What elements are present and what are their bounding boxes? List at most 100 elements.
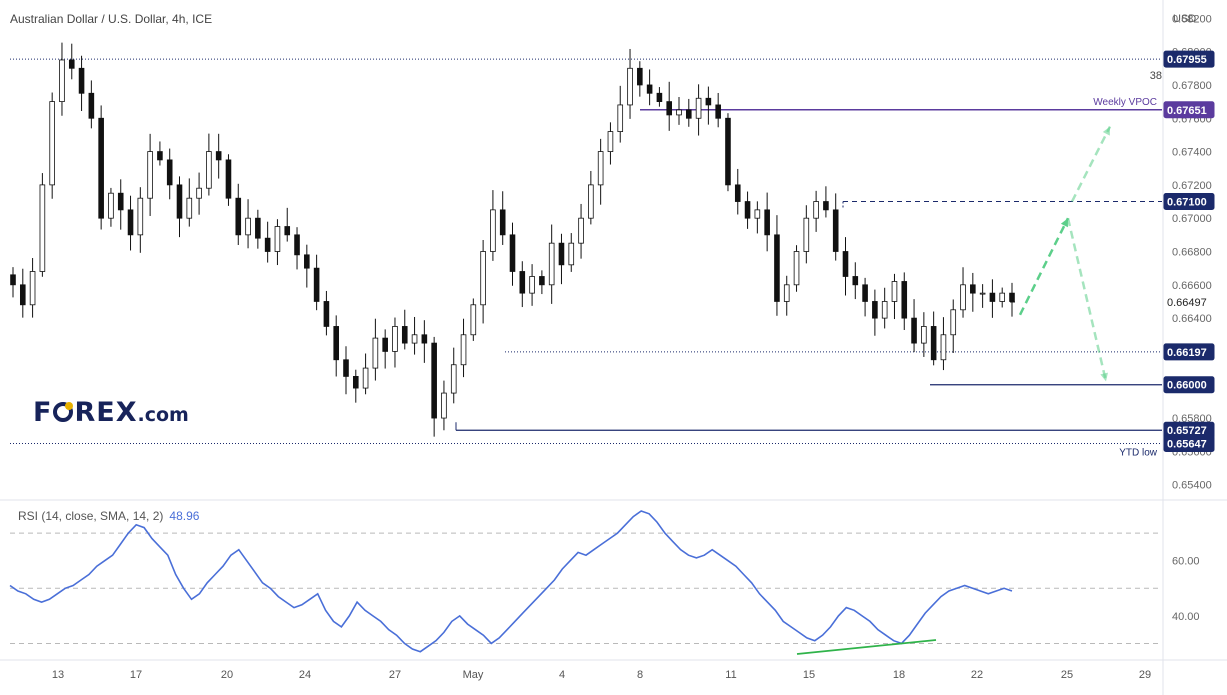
- price-tag-label: 0.67955: [1167, 54, 1207, 66]
- candle-body: [401, 326, 408, 344]
- price-tick-label: 0.66400: [1172, 313, 1212, 325]
- logo-o-icon: [53, 402, 74, 422]
- candle-body: [235, 197, 242, 236]
- candle-body: [617, 104, 624, 132]
- candle-body: [548, 242, 555, 286]
- candle-body: [68, 59, 75, 69]
- candle-body: [264, 237, 271, 252]
- candle-body: [930, 326, 937, 361]
- candle-body: [421, 334, 428, 344]
- candle-body: [725, 117, 731, 186]
- ytd-low-label: YTD low: [1119, 448, 1158, 459]
- candle-body: [539, 276, 545, 286]
- candle-body: [960, 284, 966, 311]
- candle-body: [832, 209, 839, 252]
- candle-body: [509, 234, 516, 272]
- level-38-label: 38: [1150, 70, 1162, 82]
- price-tag: [1163, 435, 1215, 453]
- candle-body: [186, 197, 193, 219]
- time-tick-label: 4: [559, 669, 565, 681]
- time-tick-label: 24: [299, 669, 311, 681]
- price-tag-label: 0.67651: [1167, 105, 1207, 117]
- candle-body: [754, 209, 761, 219]
- candle-body: [695, 97, 702, 119]
- candle-body: [852, 276, 859, 286]
- weekly-vpoc-label: Weekly VPOC: [1093, 97, 1157, 108]
- time-tick-label: 11: [725, 669, 736, 681]
- price-tick-label: 0.67000: [1172, 213, 1212, 225]
- candle-body: [39, 184, 46, 272]
- candle-body: [872, 301, 878, 319]
- price-tick-label: 0.67400: [1172, 147, 1212, 159]
- forecast-arrow-down: [1066, 217, 1108, 382]
- candle-body: [803, 217, 810, 252]
- chart-title: Australian Dollar / U.S. Dollar, 4h, ICE: [10, 12, 213, 26]
- candle-body: [911, 317, 917, 344]
- price-tick-label: 0.65400: [1172, 480, 1212, 492]
- candle-body: [1009, 292, 1015, 302]
- candle-body: [783, 284, 790, 302]
- candle-body: [891, 281, 898, 302]
- time-tick-label: 27: [389, 669, 401, 681]
- candle-body: [255, 217, 261, 239]
- candle-body: [49, 101, 55, 186]
- candle-body: [392, 326, 398, 352]
- rsi-tick-label: 60.00: [1172, 556, 1200, 568]
- forecast-arrow-up-vpoc-head: [1102, 126, 1110, 136]
- candle-body: [480, 251, 486, 306]
- candle-body: [999, 292, 1006, 302]
- candle-body: [470, 304, 477, 336]
- price-tag: [1163, 101, 1215, 119]
- candle-body: [881, 301, 888, 319]
- price-tag: [1163, 50, 1215, 68]
- candle-body: [450, 364, 457, 394]
- rsi-line: [9, 510, 1013, 653]
- rsi-label: RSI (14, close, SMA, 14, 2): [18, 509, 164, 523]
- price-tag-label: 0.66497: [1167, 297, 1207, 309]
- candle-body: [108, 192, 114, 219]
- price-tag: [1163, 193, 1215, 211]
- candle-body: [842, 251, 849, 277]
- candle-body: [196, 187, 202, 199]
- price-tick-label: 0.67800: [1172, 80, 1212, 92]
- candle-body: [372, 337, 379, 369]
- candle-body: [441, 392, 447, 419]
- price-tag-label: 0.67100: [1167, 197, 1207, 209]
- logo-rex: REX: [74, 397, 138, 428]
- candle-body: [989, 292, 996, 302]
- candle-body: [19, 284, 26, 306]
- candle-body: [98, 117, 104, 219]
- candle-body: [666, 101, 673, 116]
- price-tick-label: 0.67200: [1172, 180, 1212, 192]
- candle-body: [294, 234, 300, 256]
- candle-body: [431, 342, 437, 419]
- candle-body: [519, 271, 526, 294]
- price-tick-label: 0.66800: [1172, 247, 1212, 259]
- candle-body: [921, 326, 927, 344]
- candle-body: [382, 337, 388, 352]
- candle-body: [304, 254, 310, 269]
- candle-body: [274, 226, 281, 252]
- time-tick-label: 8: [637, 669, 643, 681]
- time-tick-label: 13: [52, 669, 64, 681]
- candle-body: [529, 276, 535, 294]
- candle-body: [343, 359, 349, 377]
- candle-body: [284, 226, 291, 236]
- price-tag: [1163, 343, 1215, 361]
- rsi-tick-label: 40.00: [1172, 611, 1200, 623]
- candle-body: [323, 301, 330, 327]
- candle-body: [901, 281, 908, 319]
- candle-body: [215, 151, 222, 161]
- candle-body: [206, 151, 212, 189]
- candle-body: [950, 309, 957, 336]
- candle-body: [333, 326, 340, 361]
- candle-body: [362, 367, 369, 389]
- time-tick-label: 20: [221, 669, 233, 681]
- price-tick-label: 0.66600: [1172, 280, 1212, 292]
- time-tick-label: May: [463, 669, 484, 681]
- candle-body: [774, 234, 780, 302]
- candle-body: [568, 242, 575, 266]
- candle-body: [59, 59, 65, 103]
- candle-body: [157, 151, 163, 161]
